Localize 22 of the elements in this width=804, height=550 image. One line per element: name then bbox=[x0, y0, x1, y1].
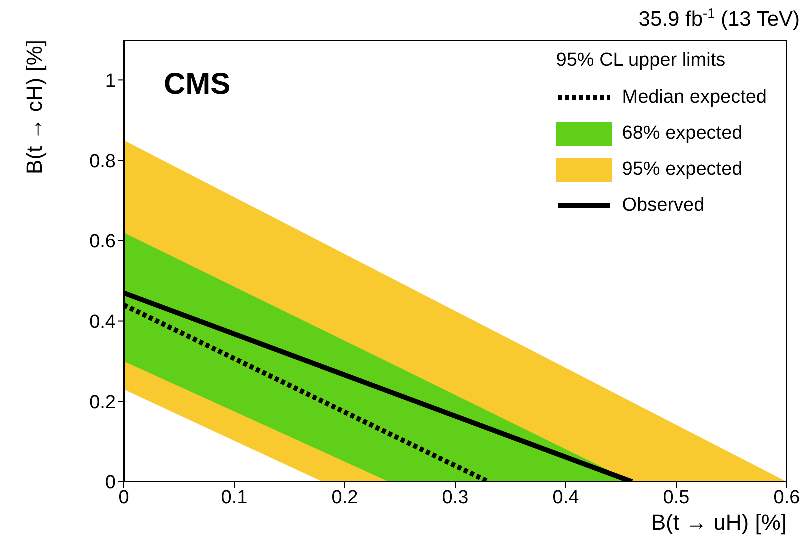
y-tick-label: 0.2 bbox=[90, 392, 116, 414]
y-axis-title: B(t → cH) [%] bbox=[22, 40, 48, 174]
y-tick-label: 0.8 bbox=[90, 151, 116, 172]
x-tick-label: 0.2 bbox=[332, 487, 358, 508]
x-tick-label: 0.6 bbox=[774, 487, 800, 508]
y-tick-label: 0 bbox=[105, 472, 116, 494]
y-tick-label: 1 bbox=[105, 70, 116, 92]
y-tick-label: 0.4 bbox=[90, 312, 116, 334]
legend-title: 95% CL upper limits bbox=[556, 50, 727, 72]
legend-label: 95% expected bbox=[622, 159, 743, 181]
annotation: CMS bbox=[164, 68, 231, 102]
legend-label: 68% expected bbox=[622, 123, 743, 145]
x-tick-label: 0.5 bbox=[663, 487, 690, 508]
legend-label: Median expected bbox=[622, 87, 767, 109]
text: 35.9 fb$^{-1}$ (13 TeV) bbox=[638, 6, 800, 32]
x-tick-label: 0.3 bbox=[442, 487, 469, 508]
legend-label: Observed bbox=[622, 195, 705, 217]
x-tick-label: 0.1 bbox=[221, 487, 248, 508]
x-tick-label: 0 bbox=[118, 487, 130, 508]
y-tick-label: 0.6 bbox=[90, 232, 116, 253]
x-axis-title: B(t → uH) [%] bbox=[651, 510, 787, 536]
x-tick-label: 0.4 bbox=[552, 487, 580, 508]
